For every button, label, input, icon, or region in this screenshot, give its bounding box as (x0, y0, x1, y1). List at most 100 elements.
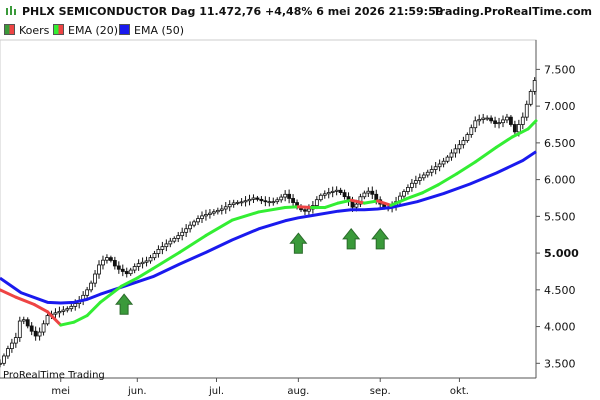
ema20-segment (336, 198, 353, 205)
instrument-title: PHLX SEMICONDUCTOR Dag 11.472,76 +4,48% … (22, 5, 444, 18)
candle-body (421, 174, 426, 179)
candle-body (231, 202, 236, 205)
candle-body (176, 235, 181, 239)
ema20-segment (376, 199, 393, 207)
watermark: ProRealTime Trading (3, 370, 105, 381)
candle-body (112, 260, 117, 267)
candle-body (105, 257, 109, 261)
candle-body (156, 249, 161, 254)
candle-body (196, 218, 200, 223)
candle-body (65, 308, 70, 311)
ema20-segment (178, 233, 208, 254)
candle-body (116, 265, 121, 270)
ema20-line (0, 119, 538, 327)
candle-body (152, 253, 157, 259)
y-tick-label: 3.500 (544, 357, 576, 370)
candle-body (505, 116, 509, 121)
candle-body (267, 201, 272, 204)
candle-body (255, 197, 260, 200)
ema20-segment (494, 135, 514, 149)
ema20-segment (72, 314, 89, 324)
candle-body (120, 268, 125, 272)
candle-body (140, 261, 145, 265)
ema20-segment (85, 300, 102, 318)
x-tick-label: jun. (127, 386, 147, 397)
legend-item-ema20[interactable]: EMA (20) (53, 24, 118, 37)
candle-body (53, 312, 58, 315)
ema20-segment (257, 206, 287, 214)
candle-body (461, 140, 466, 146)
ema20-segment (59, 320, 76, 327)
candle-body (532, 80, 537, 92)
candle-body (57, 311, 62, 314)
candle-body (73, 303, 78, 307)
candle-body (370, 190, 375, 195)
y-tick-label: 6.500 (544, 137, 576, 150)
ema20-segment (119, 276, 139, 288)
candle-body (219, 208, 224, 211)
candle-body (374, 193, 379, 201)
candle-body (279, 196, 284, 201)
candle-body (211, 211, 216, 214)
candle-body (132, 266, 137, 271)
candle-body (259, 198, 264, 202)
legend-item-koers[interactable]: Koers (4, 24, 49, 37)
candle-body (509, 116, 513, 125)
candle-body (9, 342, 14, 350)
ema20-segment (151, 250, 182, 271)
candle-body (520, 116, 525, 125)
candle-body (469, 127, 474, 136)
candle-body (524, 103, 529, 118)
price-candles (0, 77, 537, 368)
candle-body (243, 200, 248, 203)
candle-body (283, 193, 288, 198)
legend-item-ema50[interactable]: EMA (50) (119, 24, 184, 37)
candle-body (89, 282, 93, 291)
ema50-swatch-icon (119, 24, 130, 35)
candle-body (291, 198, 295, 203)
legend-label: EMA (20) (68, 24, 119, 37)
candle-body (275, 199, 280, 203)
candle-body (144, 260, 149, 263)
buy-arrow-icon (342, 228, 361, 250)
candle-body (227, 204, 232, 208)
candle-body (516, 124, 521, 133)
candle-body (251, 197, 256, 200)
candle-body (489, 117, 494, 122)
candle-body (93, 273, 97, 284)
candle-body (362, 192, 367, 198)
ema20-segment (230, 210, 261, 222)
candle-body (41, 323, 46, 333)
x-axis: mei jun. jul. aug. sep. okt. (0, 377, 536, 397)
candle-body (235, 201, 240, 204)
candle-body (37, 331, 42, 337)
legend-label: Koers (19, 24, 50, 37)
candle-body (429, 169, 434, 173)
candle-body (437, 163, 442, 168)
candle-body (338, 189, 343, 193)
y-tick-label: 6.000 (544, 174, 576, 187)
candle-body (223, 206, 228, 210)
ema20-segment (0, 288, 18, 299)
y-tick-label: 4.500 (544, 284, 576, 297)
candle-body (485, 117, 490, 120)
candle-body (101, 259, 105, 266)
x-tick-label: mei (51, 386, 70, 397)
candle-body (263, 200, 268, 203)
candle-body (413, 180, 418, 184)
candle-body (215, 209, 220, 213)
ema20-swatch-icon (53, 24, 64, 35)
candle-body (303, 209, 307, 212)
ema20-segment (526, 119, 538, 131)
candle-body (208, 212, 212, 215)
candle-body (449, 152, 454, 158)
candle-body (406, 187, 410, 192)
ema20-segment (389, 197, 409, 207)
candle-body (97, 264, 101, 275)
candle-body (29, 325, 34, 332)
candle-body (350, 201, 355, 208)
ema20-segment (473, 145, 498, 164)
ema20-segment (46, 310, 63, 327)
y-tick-label: 7.000 (544, 100, 576, 113)
